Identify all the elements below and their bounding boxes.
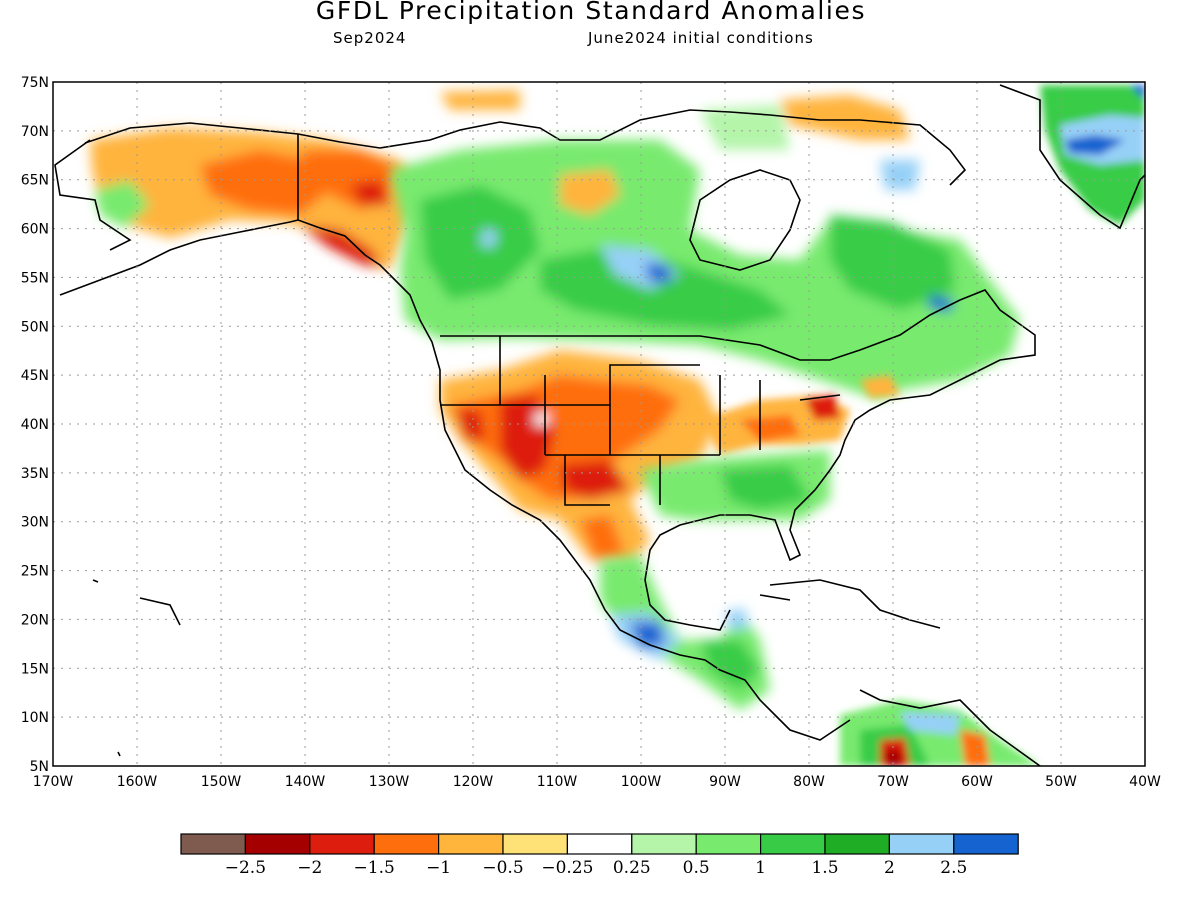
longitude-axis: 170W 160W 150W 140W 130W 120W 110W 100W 90W 80W 70… <box>33 774 1161 790</box>
lat-tick-label: 45N <box>21 368 49 384</box>
initial-conditions: June2024 initial conditions <box>588 29 814 47</box>
lat-tick-label: 20N <box>21 612 49 628</box>
anomaly-field <box>90 85 1145 766</box>
map-frame <box>52 81 1146 767</box>
lat-tick-label: 70N <box>21 124 49 140</box>
lon-tick-label: 80W <box>793 774 825 790</box>
legend-label: 0.5 <box>683 858 710 878</box>
legend-swatch <box>631 833 697 855</box>
lon-tick-label: 70W <box>877 774 909 790</box>
legend-label: −0.5 <box>482 858 523 878</box>
legend-swatch <box>502 833 569 855</box>
lon-tick-label: 140W <box>285 774 326 790</box>
legend-swatch <box>566 833 633 855</box>
legend-label: −1 <box>426 858 451 878</box>
legend-swatch <box>695 833 762 855</box>
lon-tick-label: 170W <box>33 774 74 790</box>
lat-tick-label: 10N <box>21 710 49 726</box>
legend-label: 1 <box>755 858 766 878</box>
legend-swatch <box>824 833 891 855</box>
anomaly-greenland-wet <box>1040 85 1145 225</box>
legend-label: 0.25 <box>613 858 651 878</box>
legend-label: −1.5 <box>354 858 395 878</box>
lat-tick-label: 5N <box>30 759 49 775</box>
legend-swatch <box>438 833 504 855</box>
lat-tick-label: 30N <box>21 515 49 531</box>
anomaly-ohio-valley-dry <box>700 375 900 455</box>
lat-tick-label: 25N <box>21 564 49 580</box>
anomaly-alaska-dry <box>90 128 420 270</box>
lat-tick-label: 75N <box>21 75 49 91</box>
lon-tick-label: 50W <box>1045 774 1077 790</box>
legend-label: −0.25 <box>541 858 593 878</box>
legend-swatch <box>244 833 311 855</box>
graticule <box>53 82 1145 766</box>
lat-tick-label: 50N <box>21 319 49 335</box>
legend-swatch <box>309 833 375 855</box>
map-title: GFDL Precipitation Standard Anomalies <box>315 0 867 25</box>
legend-swatch <box>759 833 826 855</box>
legend-label: 1.5 <box>811 858 838 878</box>
anomaly-southeast-wet <box>600 450 830 710</box>
lat-tick-label: 60N <box>21 222 49 238</box>
lat-tick-label: 35N <box>21 466 49 482</box>
latitude-axis: 75N 70N 65N 60N 55N 50N 45N 40N 35N 30N 25N 20N 15N 1… <box>21 75 49 775</box>
legend-swatch <box>953 833 1019 855</box>
lat-tick-label: 40N <box>21 417 49 433</box>
lat-tick-label: 55N <box>21 270 49 286</box>
legend-label: −2 <box>297 858 322 878</box>
legend-label: 2.5 <box>940 858 967 878</box>
lon-tick-label: 40W <box>1129 774 1161 790</box>
lon-tick-label: 60W <box>961 774 993 790</box>
legend-swatch <box>180 833 247 855</box>
lon-tick-label: 120W <box>453 774 494 790</box>
legend-label: 2 <box>884 858 895 878</box>
anomaly-south-america <box>840 700 1040 766</box>
lat-tick-label: 65N <box>21 173 49 189</box>
forecast-month: Sep2024 <box>333 29 407 47</box>
lon-tick-label: 100W <box>621 774 662 790</box>
anomaly-canada-wet <box>390 90 1020 400</box>
lat-tick-label: 15N <box>21 661 49 677</box>
color-legend: −2.5 −2 −1.5 −1 −0.5 −0.25 0.25 0.5 1 1.5 2 2.5 <box>180 833 1019 878</box>
anomaly-western-us-dry <box>440 350 720 565</box>
lon-tick-label: 90W <box>709 774 741 790</box>
legend-label: −2.5 <box>225 858 266 878</box>
lon-tick-label: 110W <box>537 774 578 790</box>
lon-tick-label: 130W <box>369 774 410 790</box>
legend-swatch <box>373 833 440 855</box>
legend-swatch <box>888 833 955 855</box>
lon-tick-label: 150W <box>201 774 242 790</box>
coastlines <box>54 84 1145 766</box>
lon-tick-label: 160W <box>117 774 158 790</box>
